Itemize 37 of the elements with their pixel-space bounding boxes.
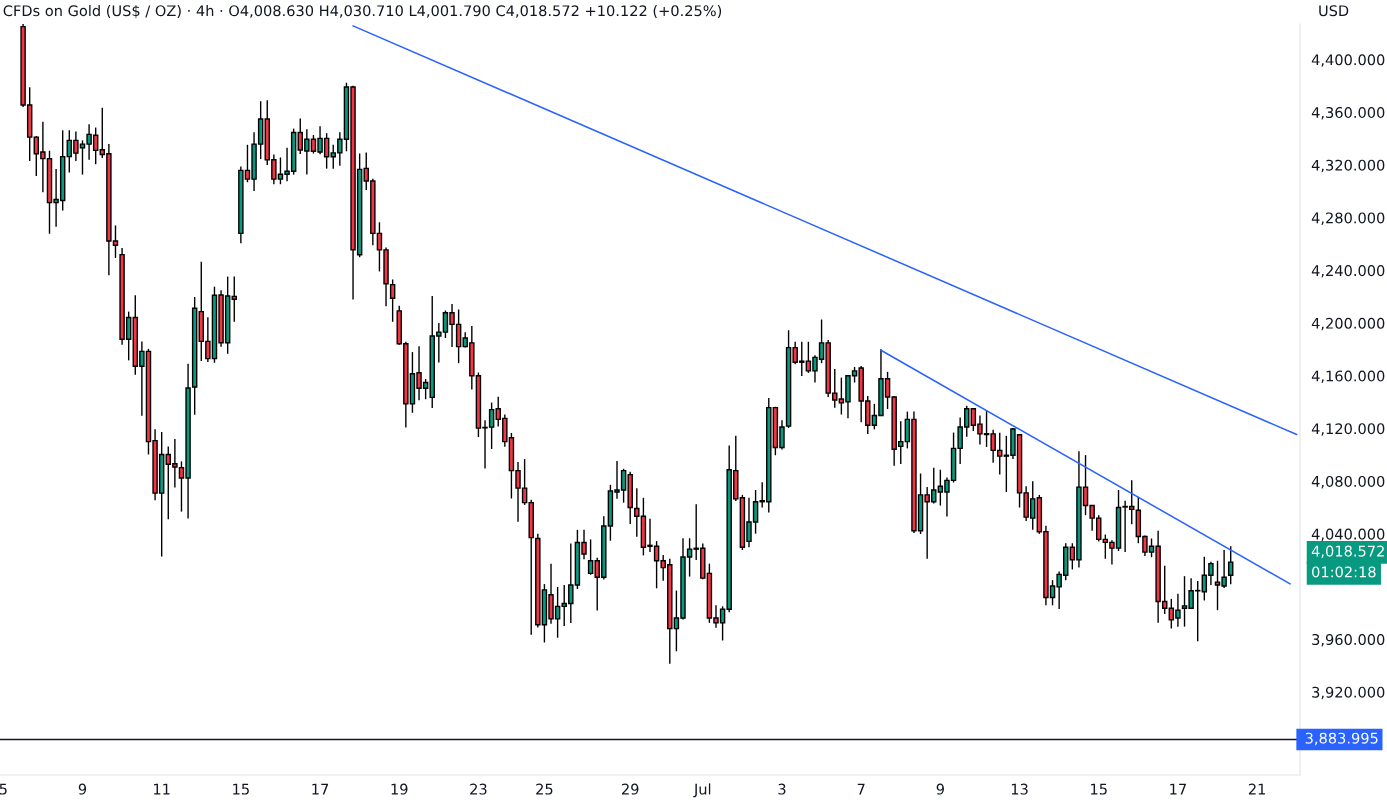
ref-line-label: 3,883.995 — [1305, 732, 1378, 746]
x-tick-label: 9 — [936, 783, 944, 795]
x-tick-label: 5 — [0, 783, 7, 795]
y-tick-label: 4,360.000 — [1311, 106, 1385, 120]
y-tick-label: 4,320.000 — [1311, 159, 1385, 173]
candlestick — [1227, 545, 1234, 585]
y-tick-label: 4,200.000 — [1311, 317, 1385, 331]
x-tick-label: 29 — [621, 783, 639, 795]
y-tick-label: 4,280.000 — [1311, 212, 1385, 225]
y-tick-label: 4,160.000 — [1311, 370, 1385, 384]
text: 4,018.572 — [1311, 545, 1384, 559]
text: 01:02:18 — [1312, 566, 1376, 578]
y-tick-label: 4,120.000 — [1311, 423, 1385, 436]
x-tick-label: 25 — [536, 783, 553, 795]
candlestick — [231, 275, 238, 323]
y-tick-label: 4,240.000 — [1311, 265, 1385, 278]
y-tick-label: 3,960.000 — [1312, 634, 1385, 647]
text: USD — [1319, 5, 1349, 17]
x-tick-label: 9 — [78, 783, 87, 795]
x-tick-label: 17 — [312, 783, 329, 795]
x-tick-label: 15 — [233, 783, 249, 795]
x-tick-label: 15 — [1091, 783, 1107, 795]
x-tick-label: 3 — [778, 783, 786, 795]
x-tick-label: 19 — [391, 783, 408, 795]
x-tick-label: 23 — [470, 783, 487, 795]
chart-title: CFDs on Gold (US$ / OZ) · 4h · O4,008.630 H4,030.710 L4,001.790 C4,018.572 +10.122 (+0.25%) — [3, 4, 722, 19]
x-tick-label: 13 — [1011, 783, 1028, 795]
x-tick-label: 17 — [1170, 783, 1186, 795]
x-tick-label: Jul — [693, 783, 711, 798]
y-tick-label: 4,400.000 — [1311, 54, 1385, 67]
y-tick-label: 4,040.000 — [1311, 528, 1385, 542]
y-tick-label: 3,920.000 — [1312, 686, 1385, 700]
x-tick-label: 7 — [857, 783, 865, 795]
candlestick — [389, 278, 396, 323]
y-tick-label: 4,080.000 — [1311, 475, 1385, 489]
x-tick-label: 11 — [154, 783, 170, 795]
x-tick-label: 21 — [1248, 783, 1266, 795]
